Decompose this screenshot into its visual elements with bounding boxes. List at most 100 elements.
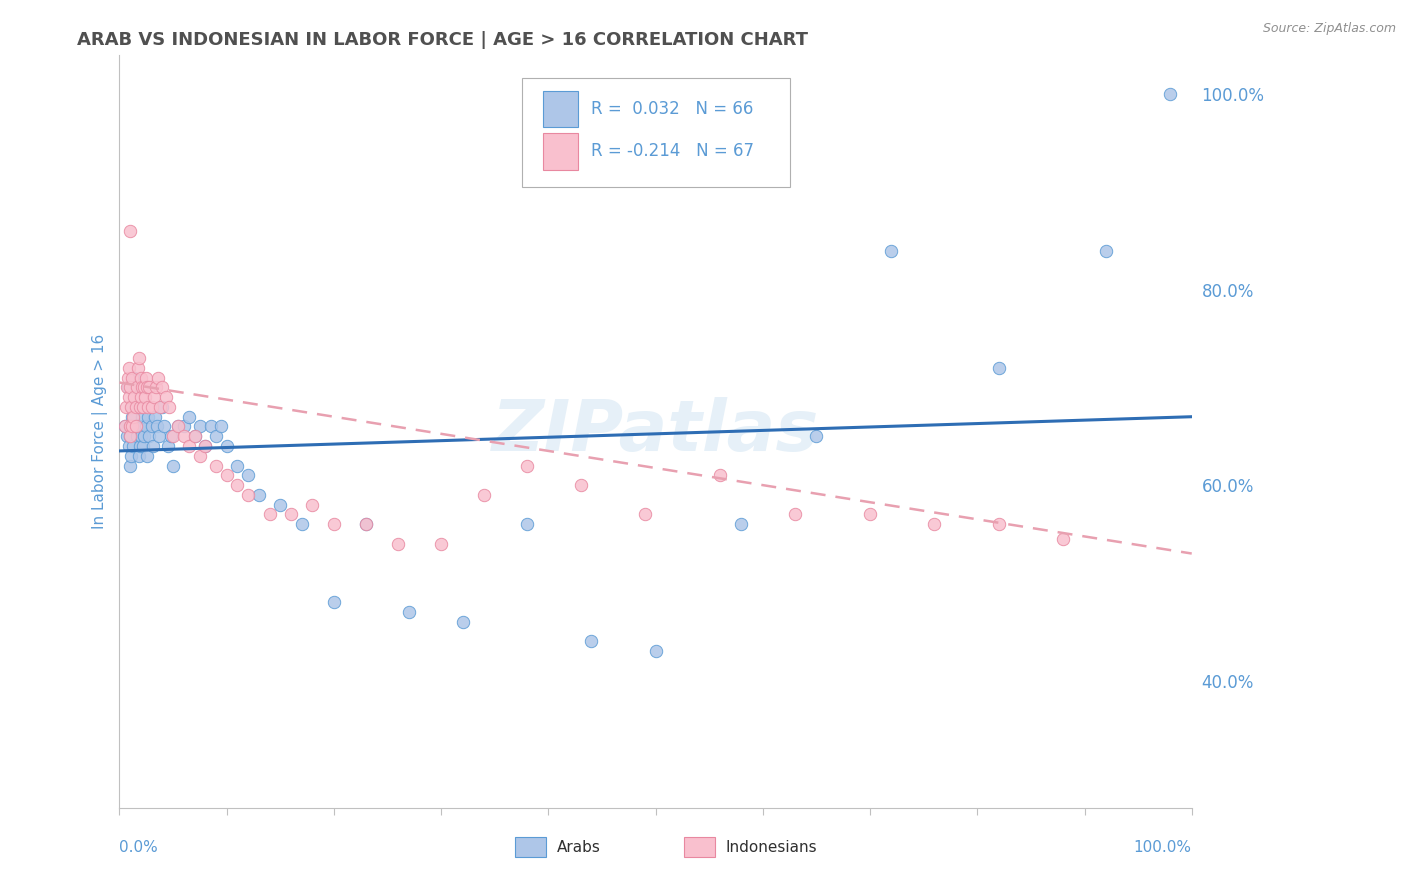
Text: ZIPatlas: ZIPatlas — [492, 397, 820, 466]
Point — [117, 380, 139, 394]
Point — [132, 429, 155, 443]
Text: Arabs: Arabs — [557, 840, 600, 855]
Text: 100.0%: 100.0% — [1133, 840, 1192, 855]
Point — [709, 468, 731, 483]
Point — [880, 244, 903, 258]
Point — [173, 419, 195, 434]
Point — [183, 429, 205, 443]
Point — [155, 390, 177, 404]
Point — [132, 439, 155, 453]
Point — [146, 370, 169, 384]
FancyBboxPatch shape — [522, 78, 790, 186]
Point — [205, 458, 228, 473]
Point — [135, 370, 157, 384]
Point — [128, 449, 150, 463]
Point — [451, 615, 474, 629]
Point — [354, 517, 377, 532]
Point — [162, 429, 184, 443]
Point — [115, 429, 138, 443]
Point — [131, 380, 153, 394]
Text: R =  0.032   N = 66: R = 0.032 N = 66 — [592, 100, 754, 118]
Point — [120, 419, 142, 434]
Point — [644, 644, 666, 658]
Point — [634, 508, 657, 522]
Point — [783, 508, 806, 522]
Point — [924, 517, 946, 532]
Point — [127, 360, 149, 375]
Point — [118, 360, 141, 375]
Point — [236, 468, 259, 483]
Point — [259, 508, 281, 522]
Point — [215, 468, 238, 483]
Point — [205, 429, 228, 443]
Point — [354, 517, 377, 532]
Point — [138, 429, 160, 443]
Point — [188, 419, 211, 434]
Point — [806, 429, 828, 443]
Point — [581, 634, 603, 648]
Point — [149, 400, 172, 414]
FancyBboxPatch shape — [543, 90, 578, 127]
Point — [516, 517, 538, 532]
Point — [120, 419, 142, 434]
Point — [269, 498, 291, 512]
Point — [398, 605, 420, 619]
Point — [859, 508, 882, 522]
Point — [143, 409, 166, 424]
Point — [138, 400, 160, 414]
Point — [150, 380, 173, 394]
Point — [138, 409, 160, 424]
Point — [1159, 87, 1181, 102]
Point — [134, 390, 156, 404]
Point — [472, 488, 495, 502]
Y-axis label: In Labor Force | Age > 16: In Labor Force | Age > 16 — [93, 334, 108, 529]
Point — [236, 488, 259, 502]
Point — [125, 380, 148, 394]
Point — [114, 419, 136, 434]
Point — [209, 419, 232, 434]
Text: Source: ZipAtlas.com: Source: ZipAtlas.com — [1263, 22, 1396, 36]
Point — [387, 537, 409, 551]
Point — [179, 439, 201, 453]
Point — [160, 429, 183, 443]
Point — [179, 409, 201, 424]
Text: Indonesians: Indonesians — [725, 840, 817, 855]
Point — [136, 449, 159, 463]
Point — [188, 449, 211, 463]
Point — [118, 439, 141, 453]
Point — [1095, 244, 1118, 258]
Point — [141, 400, 163, 414]
Point — [115, 380, 138, 394]
Point — [247, 488, 270, 502]
Point — [120, 380, 142, 394]
Point — [291, 517, 314, 532]
Point — [148, 429, 170, 443]
Point — [142, 439, 165, 453]
Point — [114, 419, 136, 434]
Point — [516, 458, 538, 473]
Point — [129, 390, 152, 404]
Point — [124, 380, 146, 394]
Point — [150, 400, 173, 414]
Point — [128, 400, 150, 414]
Point — [129, 419, 152, 434]
Point — [121, 419, 143, 434]
Point — [987, 360, 1010, 375]
Point — [120, 224, 142, 238]
Point — [430, 537, 453, 551]
Point — [162, 458, 184, 473]
Point — [194, 439, 217, 453]
Point — [132, 380, 155, 394]
Point — [121, 409, 143, 424]
Point — [987, 517, 1010, 532]
Point — [120, 449, 142, 463]
Point — [146, 419, 169, 434]
Point — [157, 400, 180, 414]
Point — [120, 429, 142, 443]
Point — [173, 429, 195, 443]
Point — [124, 390, 146, 404]
Text: 0.0%: 0.0% — [120, 840, 159, 855]
Point — [301, 498, 323, 512]
Point — [127, 400, 149, 414]
Point — [141, 419, 163, 434]
